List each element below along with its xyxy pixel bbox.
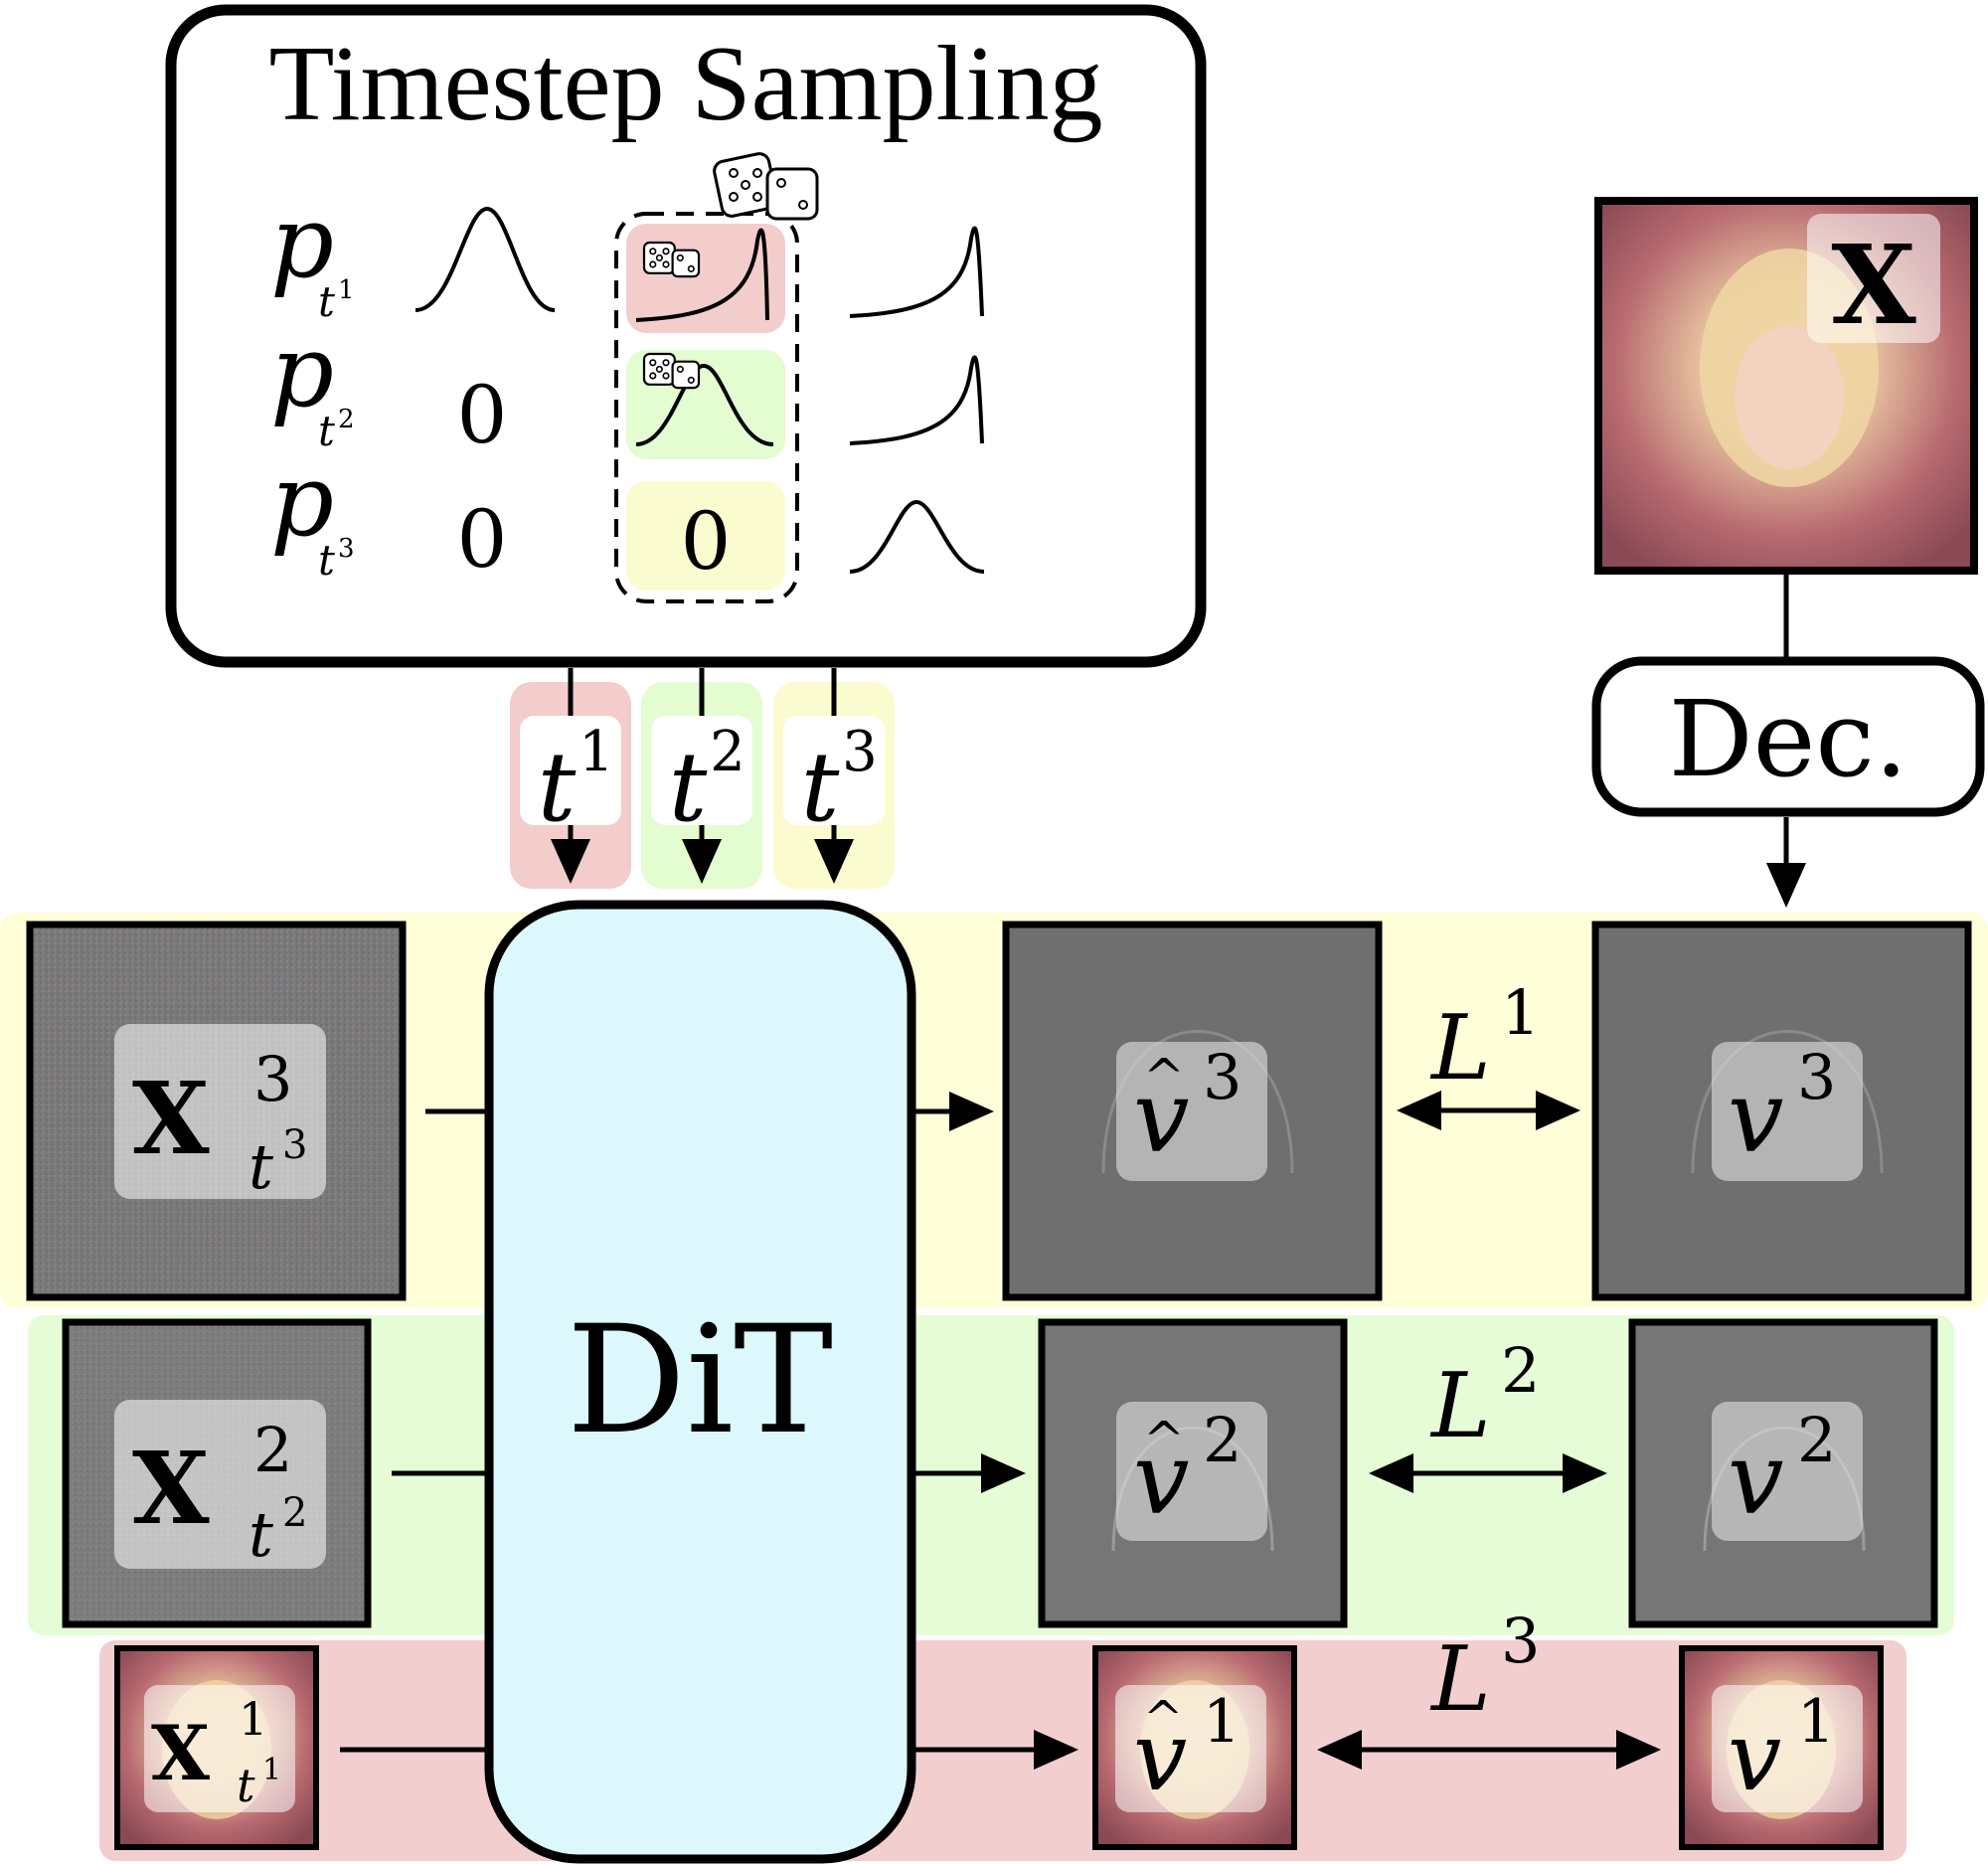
svg-text:v: v <box>1133 1421 1190 1537</box>
loss-level-3: L 1 <box>1429 976 1540 1101</box>
svg-text:2: 2 <box>338 405 355 434</box>
sampler-row-2-label: p t 2 <box>270 313 355 455</box>
noisy-input-level-1-label: X 1 t 1 <box>151 1692 281 1812</box>
svg-text:3: 3 <box>338 534 355 564</box>
svg-text:p: p <box>270 442 334 559</box>
svg-text:v: v <box>1133 1701 1187 1812</box>
skewed-curve-row-1-col-3 <box>849 226 984 318</box>
loss-level-2: L 2 <box>1429 1334 1540 1458</box>
dice-icon <box>713 152 819 221</box>
svg-text:3: 3 <box>1501 1605 1540 1677</box>
svg-text:^: ^ <box>1143 1691 1183 1747</box>
gaussian-curve-row-3-col-3 <box>849 499 985 574</box>
svg-text:v: v <box>1728 1701 1781 1812</box>
svg-text:L: L <box>1429 996 1491 1101</box>
dit-model-label: DiT <box>567 1294 833 1467</box>
svg-text:2: 2 <box>710 720 746 784</box>
svg-text:X: X <box>132 1430 210 1547</box>
svg-text:2: 2 <box>1797 1404 1836 1476</box>
gaussian-curve-row-2-col-2 <box>635 363 774 446</box>
timestep-t3: t 3 <box>801 720 878 843</box>
svg-text:2: 2 <box>253 1414 292 1486</box>
svg-text:X: X <box>151 1709 210 1797</box>
svg-text:t: t <box>248 1498 273 1571</box>
svg-text:^: ^ <box>1143 1048 1185 1105</box>
svg-text:2: 2 <box>1501 1334 1540 1407</box>
zero-row-3-col-1: 0 <box>457 493 508 586</box>
svg-text:2: 2 <box>282 1490 307 1536</box>
svg-text:2: 2 <box>1203 1404 1242 1476</box>
svg-text:t: t <box>538 732 577 843</box>
loss-level-1: L 3 <box>1429 1605 1540 1732</box>
dit-model-block <box>484 900 916 1864</box>
timestep-t1: t 1 <box>538 720 614 843</box>
svg-text:t: t <box>318 536 335 585</box>
svg-text:3: 3 <box>1797 1041 1836 1113</box>
dice-icon-row-2 <box>642 352 701 390</box>
target-velocity-level-1-label: v 1 <box>1728 1687 1835 1812</box>
svg-text:1: 1 <box>239 1692 267 1746</box>
svg-text:X: X <box>132 1060 210 1177</box>
svg-text:L: L <box>1429 1627 1491 1732</box>
zero-row-2-col-1: 0 <box>457 369 508 461</box>
svg-text:v: v <box>1728 1421 1784 1537</box>
svg-text:t: t <box>318 407 335 455</box>
target-velocity-level-2-label: v 2 <box>1728 1404 1836 1537</box>
svg-text:3: 3 <box>842 720 878 784</box>
svg-text:t: t <box>801 732 840 843</box>
target-velocity-level-3-label: v 3 <box>1728 1041 1836 1175</box>
svg-text:3: 3 <box>1203 1041 1242 1113</box>
predicted-velocity-level-2-label: v ^ 2 <box>1133 1404 1242 1537</box>
svg-text:t: t <box>237 1759 255 1812</box>
svg-text:t: t <box>669 732 708 843</box>
svg-text:p: p <box>270 313 334 429</box>
sampler-row-1-label: p t 1 <box>270 184 355 326</box>
sampler-row-3-label: p t 3 <box>270 442 355 585</box>
svg-text:1: 1 <box>1501 976 1540 1049</box>
svg-text:1: 1 <box>1797 1687 1835 1757</box>
svg-text:^: ^ <box>1143 1411 1185 1468</box>
svg-text:t: t <box>248 1130 273 1203</box>
gaussian-curve-row-1-col-1 <box>414 206 556 312</box>
predicted-velocity-level-3-label: v ^ 3 <box>1133 1041 1242 1175</box>
svg-text:1: 1 <box>579 720 614 784</box>
zero-row-3-col-2: 0 <box>681 495 732 588</box>
svg-text:1: 1 <box>1203 1687 1241 1757</box>
selected-column-dashed-frame <box>614 212 799 603</box>
svg-text:v: v <box>1728 1059 1784 1175</box>
svg-text:1: 1 <box>262 1753 281 1787</box>
timestep-t2: t 2 <box>669 720 746 843</box>
svg-text:p: p <box>270 184 334 300</box>
svg-text:v: v <box>1133 1059 1190 1175</box>
skewed-curve-row-1-col-2 <box>635 228 769 322</box>
svg-text:1: 1 <box>338 275 355 305</box>
svg-text:3: 3 <box>282 1122 307 1168</box>
selected-cell-row-1 <box>626 224 785 333</box>
selected-cell-row-3 <box>626 481 785 591</box>
dice-icon-row-1 <box>642 241 701 278</box>
svg-text:t: t <box>318 277 335 326</box>
decoder-label: Dec. <box>1669 678 1908 800</box>
noisy-input-level-2-label: X 2 t 2 <box>132 1414 307 1571</box>
decoder-block <box>1591 656 1985 817</box>
timestep-sampling-box <box>165 4 1207 668</box>
svg-text:3: 3 <box>253 1043 292 1115</box>
predicted-velocity-level-1-label: v ^ 1 <box>1133 1687 1241 1812</box>
clean-image-label: X <box>1831 221 1916 349</box>
skewed-curve-row-2-col-3 <box>849 355 984 445</box>
svg-text:L: L <box>1429 1354 1491 1458</box>
timestep-sampling-title: Timestep Sampling <box>268 25 1102 143</box>
noisy-input-level-3-label: X 3 t 3 <box>132 1043 307 1203</box>
